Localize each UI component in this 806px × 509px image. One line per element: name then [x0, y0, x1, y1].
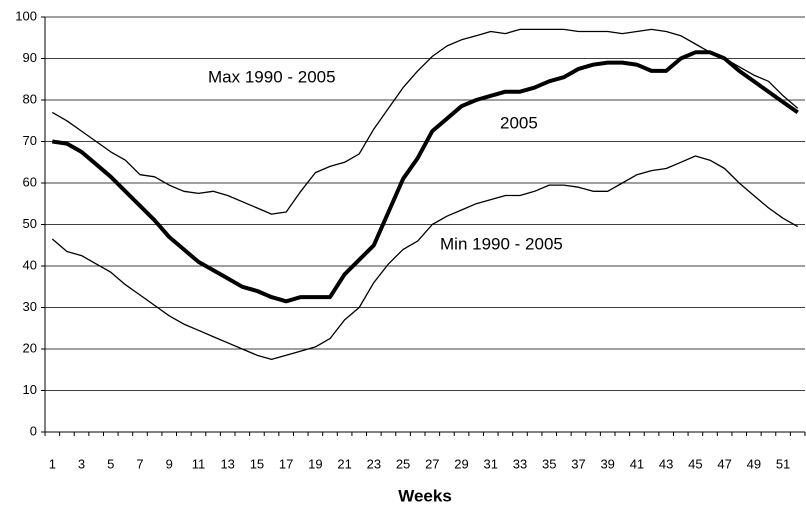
- x-tick-label: 35: [542, 456, 556, 471]
- series-label: Min 1990 - 2005: [440, 234, 563, 253]
- x-tick-label: 5: [107, 456, 114, 471]
- x-tick-label: 45: [688, 456, 702, 471]
- series-label: 2005: [500, 113, 538, 132]
- y-tick-label: 80: [23, 91, 37, 106]
- y-tick-label: 100: [15, 8, 37, 23]
- x-tick-label: 23: [367, 456, 381, 471]
- y-tick-label: 10: [23, 382, 37, 397]
- y-tick-label: 70: [23, 133, 37, 148]
- series-label: Max 1990 - 2005: [208, 67, 336, 86]
- x-tick-label: 11: [192, 456, 206, 471]
- x-tick-label: 27: [425, 456, 439, 471]
- x-tick-label: 47: [717, 456, 731, 471]
- x-tick-label: 49: [747, 456, 761, 471]
- y-tick-label: 20: [23, 340, 37, 355]
- y-tick-label: 30: [23, 299, 37, 314]
- y-tick-label: 40: [23, 257, 37, 272]
- series-line: [52, 50, 799, 304]
- x-tick-label: 15: [250, 456, 264, 471]
- y-tick-label: 90: [23, 50, 37, 65]
- x-tick-label: 19: [308, 456, 322, 471]
- x-tick-label: 1: [49, 456, 56, 471]
- x-tick-label: 7: [136, 456, 143, 471]
- y-tick-label: 50: [23, 216, 37, 231]
- series-line: [51, 155, 799, 361]
- x-tick-label: 13: [220, 456, 234, 471]
- x-tick-label: 51: [776, 456, 790, 471]
- x-tick-label: 37: [571, 456, 585, 471]
- x-tick-label: 43: [659, 456, 673, 471]
- series-line: [51, 28, 799, 215]
- x-tick-label: 25: [396, 456, 410, 471]
- x-tick-label: 3: [78, 456, 85, 471]
- x-axis-label: Weeks: [398, 486, 452, 505]
- y-tick-label: 60: [23, 174, 37, 189]
- x-tick-label: 21: [337, 456, 351, 471]
- x-tick-label: 29: [454, 456, 468, 471]
- y-tick-label: 0: [30, 423, 37, 438]
- x-tick-label: 33: [513, 456, 527, 471]
- x-tick-label: 17: [279, 456, 293, 471]
- x-tick-label: 31: [484, 456, 498, 471]
- x-tick-label: 39: [600, 456, 614, 471]
- x-tick-label: 9: [166, 456, 173, 471]
- x-tick-label: 41: [630, 456, 644, 471]
